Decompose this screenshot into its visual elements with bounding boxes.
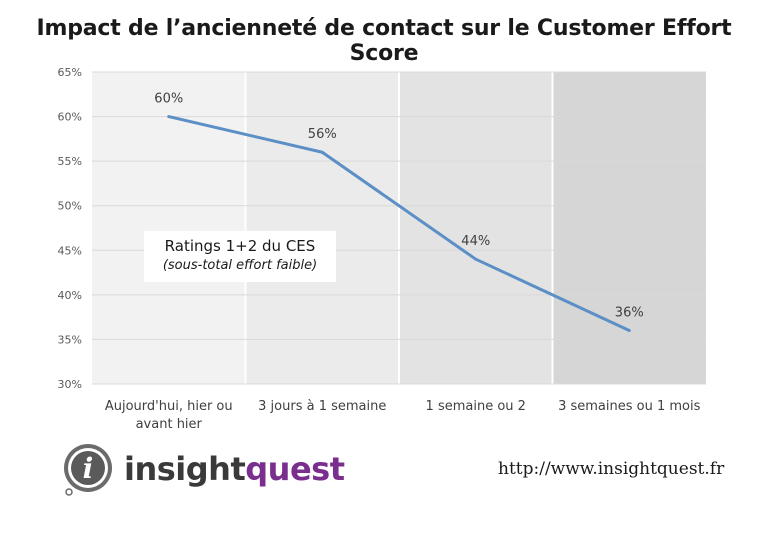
data-label: 56%	[308, 127, 337, 142]
insightquest-logo: i insightquest	[60, 440, 345, 500]
x-tick-label: 3 semaines ou 1 mois	[558, 399, 701, 414]
logo-wordmark: insightquest	[124, 444, 345, 494]
data-point	[474, 257, 478, 261]
chart-title: Impact de l’ancienneté de contact sur le…	[36, 16, 732, 66]
category-band-3	[399, 72, 553, 384]
x-tick-label: 1 semaine ou 2	[426, 399, 526, 414]
annotation-line-1: Ratings 1+2 du CES	[164, 237, 316, 255]
data-point	[320, 150, 324, 154]
x-tick-label: 3 jours à 1 semaine	[258, 399, 386, 414]
chart-annotation: Ratings 1+2 du CES (sous-total effort fa…	[144, 231, 336, 282]
data-label: 36%	[615, 306, 644, 321]
data-point	[627, 329, 631, 333]
category-band-2	[245, 72, 399, 384]
y-tick-label: 55%	[58, 155, 82, 168]
x-tick-label: Aujourd'hui, hier ou avant hier	[105, 399, 233, 432]
y-tick-label: 65%	[58, 66, 82, 79]
y-tick-label: 50%	[58, 200, 82, 213]
website-url: http://www.insightquest.fr	[498, 459, 725, 479]
info-icon: i	[64, 444, 112, 496]
logo-text-quest: quest	[245, 450, 345, 488]
y-tick-label: 35%	[58, 333, 82, 346]
category-band-4	[552, 72, 706, 384]
data-label: 44%	[461, 234, 490, 249]
series-line	[168, 115, 630, 332]
svg-text:i: i	[83, 452, 94, 485]
data-label: 60%	[154, 92, 183, 107]
category-band-1	[92, 72, 246, 384]
annotation-line-2: (sous-total effort faible)	[162, 258, 318, 273]
y-tick-label: 60%	[58, 111, 82, 124]
y-tick-label: 30%	[58, 378, 82, 391]
y-tick-label: 45%	[58, 244, 82, 257]
logo-text-insight: insight	[124, 450, 246, 488]
y-tick-label: 40%	[58, 289, 82, 302]
data-point	[167, 115, 171, 119]
